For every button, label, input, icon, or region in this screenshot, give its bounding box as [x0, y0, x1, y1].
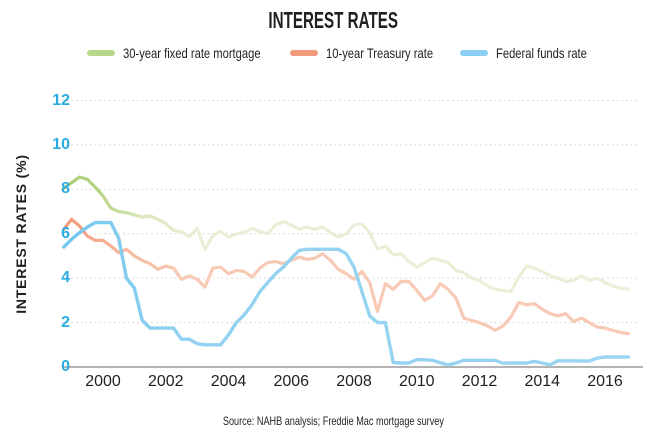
legend: 30-year fixed rate mortgage 10-year Treas… [0, 0, 666, 70]
x-tick-label-2010: 2010 [398, 373, 435, 390]
x-tick-label-2014: 2014 [524, 373, 561, 390]
y-tick-label-8: 8 [61, 180, 70, 198]
y-tick-label-0: 0 [61, 358, 70, 375]
legend-label-fedfunds: Federal funds rate [496, 45, 587, 61]
x-tick-label-2016: 2016 [587, 373, 623, 390]
chart-title-text: INTEREST RATES [268, 7, 398, 33]
chart-title: INTEREST RATES [0, 7, 666, 34]
legend-item-mortgage30: 30-year fixed rate mortgage [87, 44, 295, 62]
y-tick-label-4: 4 [61, 269, 70, 287]
legend-label-mortgage30: 30-year fixed rate mortgage [123, 45, 261, 61]
gridlines [62, 100, 643, 368]
y-tick-label-2: 2 [61, 313, 70, 331]
y-tick-label-6: 6 [61, 224, 70, 242]
legend-swatch-treasury10 [290, 50, 318, 56]
y-tick-label-12: 12 [52, 91, 70, 109]
x-tick-label-2004: 2004 [210, 373, 247, 390]
source-note: Source: NAHB analysis; Freddie Mac mortg… [0, 414, 666, 428]
x-tick-label-2002: 2002 [147, 373, 184, 390]
line-fedfunds [62, 220, 631, 367]
y-tick-label-10: 10 [52, 135, 70, 153]
legend-label-treasury10: 10-year Treasury rate [326, 45, 434, 61]
x-tick-label-2006: 2006 [273, 373, 310, 390]
x-tick-label-2008: 2008 [336, 373, 372, 390]
x-tick-label-2000: 2000 [85, 373, 121, 390]
legend-swatch-mortgage30 [87, 50, 115, 56]
line-treasury10 [62, 217, 631, 336]
source-note-text: Source: NAHB analysis; Freddie Mac mortg… [222, 414, 444, 428]
legend-swatch-fedfunds [460, 50, 488, 56]
series-lines [62, 175, 631, 367]
legend-item-fedfunds: Federal funds rate [460, 44, 610, 62]
line-mortgage30 [62, 175, 631, 294]
x-tick-label-2012: 2012 [461, 373, 498, 390]
legend-item-treasury10: 10-year Treasury rate [290, 44, 460, 62]
